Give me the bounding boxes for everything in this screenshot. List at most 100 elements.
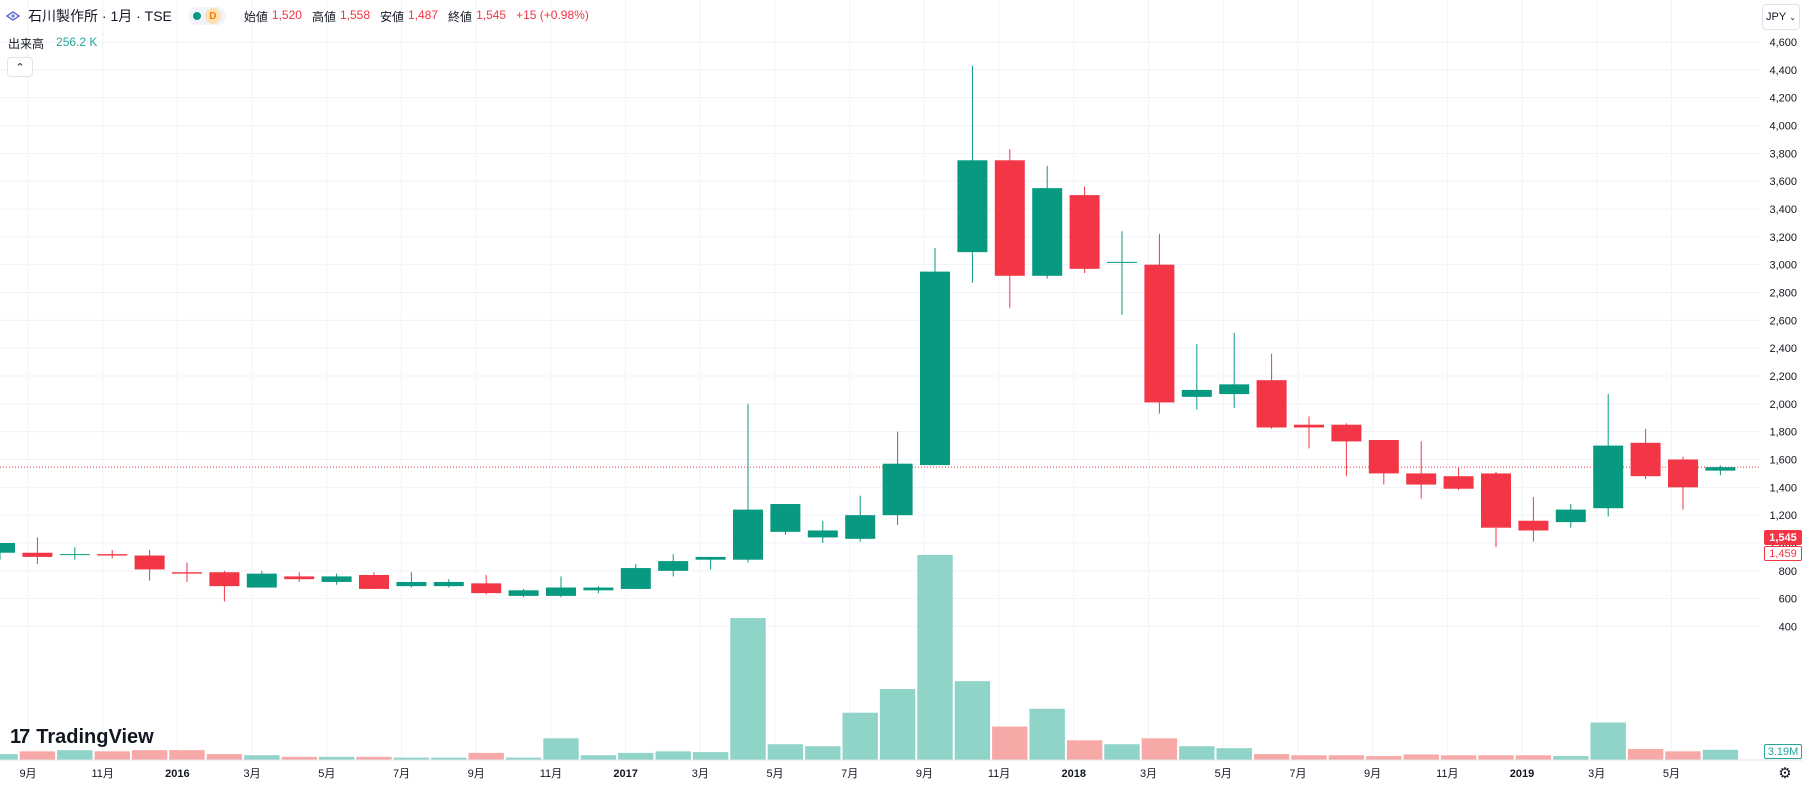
candle-body[interactable]	[321, 576, 352, 582]
price-axis: 4006008001,0001,2001,4001,6001,8002,0002…	[1760, 0, 1803, 788]
candle-body[interactable]	[1481, 473, 1511, 528]
market-status[interactable]: D	[187, 7, 226, 25]
candle-body[interactable]	[658, 561, 689, 571]
candle-body[interactable]	[1181, 389, 1212, 397]
volume-bar	[505, 757, 542, 760]
candle-body[interactable]	[695, 556, 726, 560]
volume-value: 256.2 K	[56, 35, 98, 49]
grid-lines	[0, 0, 1760, 760]
candle-body[interactable]	[284, 576, 315, 580]
price-tick-label: 3,400	[1769, 204, 1797, 216]
candle-body[interactable]	[1219, 384, 1250, 395]
candle-body[interactable]	[994, 160, 1025, 276]
time-tick-label: 7月	[1289, 768, 1306, 780]
candle-body[interactable]	[97, 554, 128, 556]
candle-body[interactable]	[1144, 264, 1175, 403]
candle-body[interactable]	[246, 573, 277, 588]
candle-body[interactable]	[957, 160, 988, 253]
candle-body[interactable]	[1294, 424, 1324, 428]
volume-bar	[655, 751, 691, 760]
gear-icon[interactable]: ⚙	[1778, 765, 1792, 782]
volume-bar	[954, 681, 991, 760]
candle-body[interactable]	[546, 587, 576, 596]
time-tick-label: 2018	[1062, 768, 1086, 780]
candle-body[interactable]	[1630, 442, 1661, 477]
time-tick-label: 9月	[916, 768, 933, 780]
candle-body[interactable]	[433, 581, 464, 587]
candle-body[interactable]	[396, 581, 427, 587]
volume-bar	[1403, 754, 1439, 760]
volume-legend: 出来高 256.2 K	[8, 35, 97, 52]
close-value: 1,545	[476, 7, 507, 22]
candle-body[interactable]	[1668, 459, 1698, 488]
volume-bar	[393, 757, 430, 760]
volume-bar	[244, 755, 280, 760]
symbol-title[interactable]: 石川製作所 · 1月 · TSE	[28, 8, 172, 24]
interval-badge: D	[204, 8, 221, 24]
volume-bar	[1665, 751, 1701, 760]
price-tick-label: 600	[1779, 594, 1797, 606]
volume-bar	[879, 689, 916, 760]
candle-body[interactable]	[1705, 467, 1736, 471]
candle-body[interactable]	[59, 554, 90, 556]
candle-body[interactable]	[1331, 424, 1362, 442]
candle-body[interactable]	[359, 575, 389, 589]
candle-body[interactable]	[508, 590, 539, 596]
candle-body[interactable]	[1032, 188, 1063, 276]
candle-body[interactable]	[172, 572, 202, 574]
candle-body[interactable]	[620, 568, 651, 589]
candle-body[interactable]	[1443, 476, 1474, 489]
volume-bar	[1253, 754, 1290, 760]
candle-body[interactable]	[0, 543, 15, 553]
volume-bar	[1515, 755, 1552, 760]
volume-bar	[169, 750, 205, 760]
candle-body[interactable]	[1069, 195, 1100, 269]
tradingview-logo[interactable]: 17 TradingView	[10, 726, 154, 749]
candle-body[interactable]	[845, 515, 876, 539]
currency-selector[interactable]: JPY ⌄	[1762, 4, 1800, 30]
volume-bar	[1553, 756, 1589, 760]
currency-label: JPY	[1766, 11, 1787, 23]
candle-body[interactable]	[1107, 261, 1137, 263]
volume-bar	[1627, 748, 1664, 760]
price-tick-label: 1,200	[1769, 510, 1797, 522]
time-tick-label: 9月	[468, 768, 485, 780]
candle-body[interactable]	[471, 583, 502, 594]
time-axis-bg	[0, 760, 1803, 788]
candle-body[interactable]	[1368, 440, 1399, 474]
candle-body[interactable]	[770, 504, 801, 532]
volume-bar	[1104, 744, 1140, 760]
candle-body[interactable]	[1406, 473, 1437, 485]
time-tick-label: 5月	[1663, 768, 1680, 780]
candle-body[interactable]	[583, 587, 614, 591]
open-value: 1,520	[271, 7, 302, 22]
candle-body[interactable]	[209, 572, 240, 587]
time-tick-label: 9月	[19, 768, 36, 780]
price-tick-label: 400	[1779, 622, 1797, 634]
candle-body[interactable]	[22, 552, 53, 557]
volume-bar	[1066, 740, 1103, 760]
candle-body[interactable]	[1555, 509, 1586, 523]
volume-bar	[131, 750, 168, 760]
candle-body[interactable]	[920, 271, 950, 466]
volume-bar	[206, 754, 243, 760]
candle-body[interactable]	[733, 509, 763, 560]
candle-body[interactable]	[1593, 445, 1624, 509]
time-tick-label: 3月	[692, 768, 709, 780]
time-tick-label: 2019	[1510, 768, 1534, 780]
collapse-legend-button[interactable]: ⌃	[7, 57, 33, 77]
candle-body[interactable]	[882, 463, 913, 516]
volume-bar	[0, 754, 18, 760]
candle-body[interactable]	[1518, 520, 1549, 531]
candle-body[interactable]	[807, 530, 838, 538]
time-tick-label: 11月	[1436, 768, 1458, 780]
volume-bar	[992, 726, 1028, 760]
candle-body[interactable]	[1256, 380, 1287, 428]
candle-body[interactable]	[134, 555, 165, 570]
time-axis: 9月 11月 2016 3月 5月 7月 9月 11月 2017 3月 5月 7月 9月 11月 2018 3…	[0, 759, 1803, 788]
volume-bar	[1478, 755, 1514, 760]
open-label: 始値	[243, 9, 268, 24]
price-tick-label: 2,200	[1769, 371, 1797, 383]
